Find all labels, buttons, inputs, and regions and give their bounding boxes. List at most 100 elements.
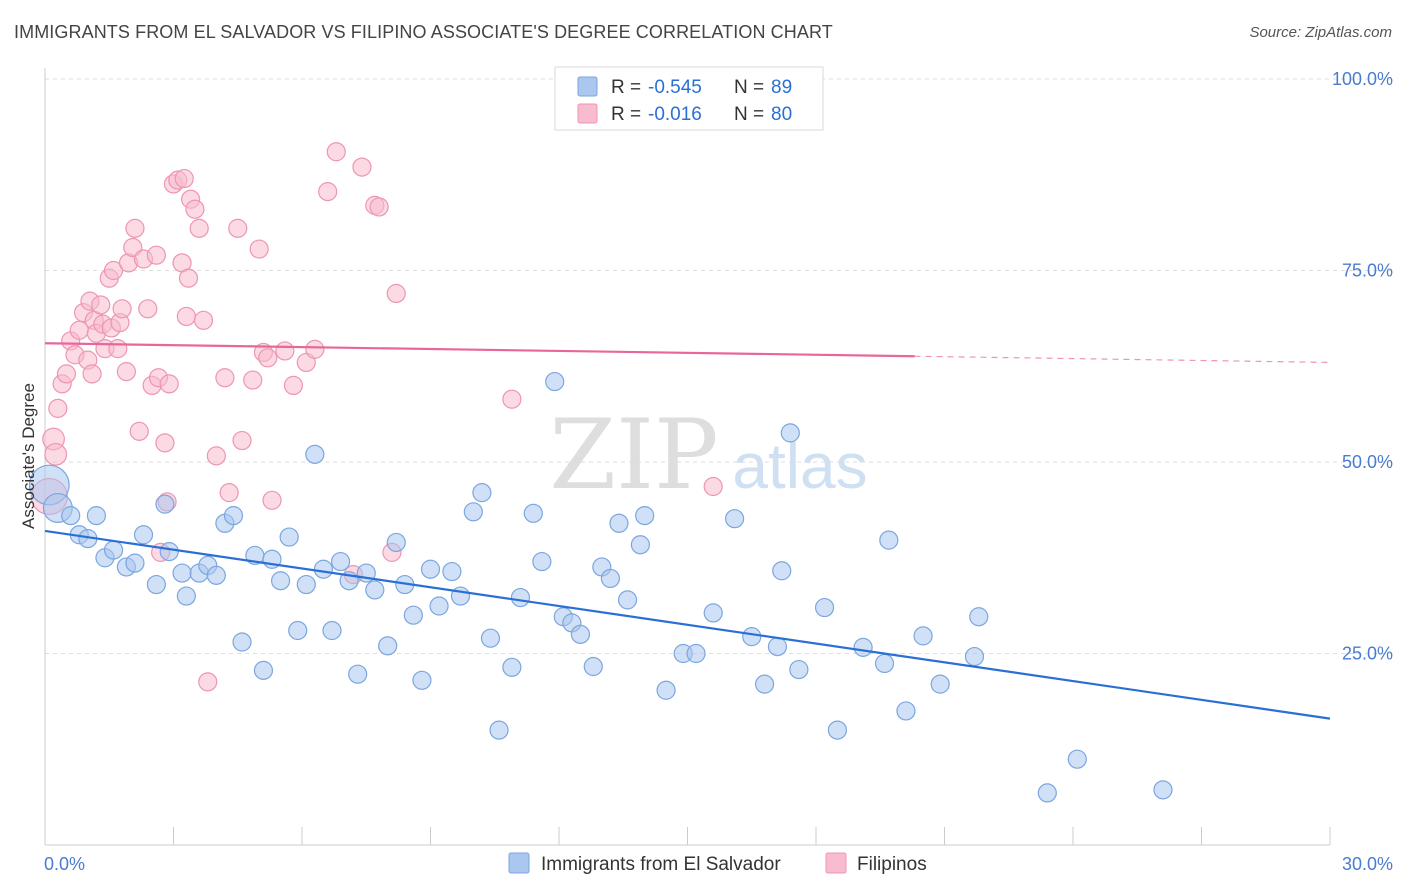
x-tick-label: 30.0% (1342, 854, 1393, 874)
y-tick-label: 50.0% (1342, 452, 1393, 472)
y-tick-label: 100.0% (1332, 69, 1393, 89)
stats-r-label-blue: R = (611, 77, 641, 98)
stats-n-value-pink: 80 (771, 104, 792, 125)
el-salvador-point (172, 563, 192, 583)
el-salvador-point (86, 506, 107, 526)
el-salvador-point (827, 720, 848, 740)
stats-box: R = -0.545 N = 89 R = -0.016 N = 80 (554, 66, 824, 131)
x-tick-label: 0.0% (44, 854, 85, 874)
el-salvador-point (1153, 780, 1173, 800)
el-salvador-point (348, 664, 368, 684)
filipinos-point (189, 218, 209, 238)
el-salvador-point (510, 587, 531, 608)
filipinos-point (91, 295, 111, 315)
filipinos-point (103, 260, 124, 281)
el-salvador-point (176, 586, 196, 606)
el-salvador-point (570, 624, 591, 644)
el-salvador-point (964, 646, 985, 667)
filipinos-point (125, 218, 145, 238)
el-salvador-point (767, 637, 788, 657)
el-salvador-point (780, 423, 800, 443)
el-salvador-point (480, 628, 501, 648)
trend-lines (44, 342, 1331, 720)
el-salvador-point (313, 559, 334, 579)
el-salvador-point (463, 502, 483, 522)
stats-r-value-pink: -0.016 (648, 104, 702, 125)
el-salvador-point (703, 603, 723, 623)
legend-swatch-el-salvador (508, 852, 530, 874)
gridlines (45, 78, 1392, 654)
stats-n-value-blue: 89 (771, 77, 792, 98)
filipinos-point (112, 299, 132, 319)
el-salvador-point (270, 571, 291, 591)
el-salvador-point (969, 607, 989, 627)
filipinos-point (108, 339, 128, 359)
el-salvador-point (146, 574, 166, 595)
filipinos-trend-line-extension (914, 355, 1331, 364)
el-salvador-point (742, 627, 762, 647)
el-salvador-point (159, 542, 179, 562)
el-salvador-point (472, 483, 492, 503)
stats-box-frame (554, 66, 824, 131)
el-salvador-point (930, 674, 950, 694)
stats-r-label-pink: R = (611, 104, 641, 125)
filipinos-point (146, 245, 166, 265)
y-tick-label: 75.0% (1342, 261, 1393, 281)
filipinos-point (262, 490, 282, 510)
el-salvador-point (489, 720, 509, 740)
el-salvador-point (656, 680, 676, 700)
filipinos-point (352, 157, 372, 177)
filipinos-point (249, 239, 269, 259)
filipinos-point (258, 348, 278, 368)
filipinos-point (159, 374, 179, 394)
el-salvador-point (378, 636, 398, 656)
filipinos-point (369, 197, 389, 217)
el-salvador-point (279, 527, 299, 547)
source-note: Source: ZipAtlas.com (1249, 24, 1392, 41)
filipinos-point (215, 368, 235, 388)
filipinos-point (219, 483, 239, 503)
el-salvador-point (896, 701, 916, 721)
filipinos-point (386, 283, 406, 304)
el-salvador-points (28, 371, 1173, 803)
stats-n-label-blue: N = (734, 77, 764, 98)
el-salvador-point (1037, 783, 1057, 803)
filipinos-point (138, 299, 158, 319)
filipinos-point (198, 672, 218, 692)
watermark-zip: ZIP (549, 399, 718, 511)
filipinos-point (44, 442, 68, 466)
el-salvador-trend-line (44, 529, 1331, 720)
watermark: ZIP atlas (549, 399, 867, 511)
el-salvador-point (429, 596, 449, 616)
el-salvador-point (253, 660, 274, 680)
el-salvador-point (772, 561, 792, 581)
filipinos-point (48, 398, 68, 418)
chart-title: IMMIGRANTS FROM EL SALVADOR VS FILIPINO … (14, 22, 833, 42)
el-salvador-point (103, 540, 124, 560)
legend-label-el-salvador: Immigrants from El Salvador (541, 854, 781, 875)
y-axis-label: Associate's Degree (19, 383, 38, 529)
filipinos-point (193, 310, 214, 330)
filipinos-point (232, 430, 252, 451)
el-salvador-point (545, 371, 565, 392)
el-salvador-point (635, 506, 655, 526)
el-salvador-point (412, 670, 432, 690)
el-salvador-point (725, 509, 745, 529)
filipinos-point (318, 182, 338, 202)
el-salvador-point (305, 444, 325, 464)
el-salvador-point (814, 597, 835, 618)
filipinos-point (174, 168, 194, 189)
el-salvador-point (1067, 749, 1087, 769)
el-salvador-point (879, 530, 899, 550)
el-salvador-point (365, 580, 385, 600)
legend-swatch-filipinos (825, 852, 847, 874)
el-salvador-point (789, 659, 809, 680)
el-salvador-point (523, 503, 543, 523)
el-salvador-point (609, 513, 629, 533)
el-salvador-point (913, 626, 933, 646)
el-salvador-point (386, 532, 406, 553)
el-salvador-point (532, 551, 552, 572)
el-salvador-point (206, 565, 226, 585)
stats-n-label-pink: N = (734, 104, 764, 125)
